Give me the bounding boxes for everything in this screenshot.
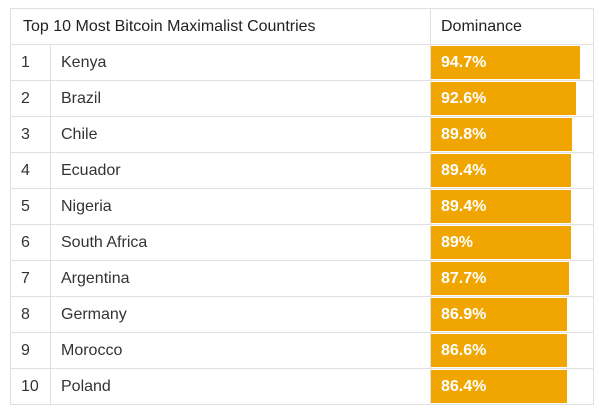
dominance-cell: 87.7% bbox=[430, 260, 594, 297]
rank-cell: 1 bbox=[10, 44, 51, 81]
table-row: 3 Chile 89.8% bbox=[10, 116, 594, 153]
dominance-cell: 86.6% bbox=[430, 332, 594, 369]
country-cell: South Africa bbox=[50, 224, 431, 261]
table-body: 1 Kenya 94.7% 2 Brazil 92.6% 3 Chile 89.8% 4 Ecuad… bbox=[10, 44, 594, 405]
country-cell: Kenya bbox=[50, 44, 431, 81]
country-cell: Ecuador bbox=[50, 152, 431, 189]
dominance-bar bbox=[431, 262, 569, 295]
country-cell: Chile bbox=[50, 116, 431, 153]
table-header-row: Top 10 Most Bitcoin Maximalist Countries… bbox=[10, 8, 594, 45]
country-cell: Argentina bbox=[50, 260, 431, 297]
dominance-value-label: 87.7% bbox=[441, 269, 487, 287]
table-row: 6 South Africa 89% bbox=[10, 224, 594, 261]
dominance-bar bbox=[431, 46, 580, 79]
dominance-value-label: 94.7% bbox=[441, 53, 487, 71]
rank-cell: 8 bbox=[10, 296, 51, 333]
rank-cell: 7 bbox=[10, 260, 51, 297]
table-row: 1 Kenya 94.7% bbox=[10, 44, 594, 81]
country-cell: Nigeria bbox=[50, 188, 431, 225]
country-cell: Germany bbox=[50, 296, 431, 333]
dominance-value-label: 86.9% bbox=[441, 305, 487, 323]
dominance-bar bbox=[431, 118, 572, 151]
rank-cell: 2 bbox=[10, 80, 51, 117]
dominance-cell: 89% bbox=[430, 224, 594, 261]
dominance-cell: 89.4% bbox=[430, 188, 594, 225]
rank-cell: 6 bbox=[10, 224, 51, 261]
dominance-value-label: 89% bbox=[441, 233, 474, 251]
table-row: 9 Morocco 86.6% bbox=[10, 332, 594, 369]
country-cell: Poland bbox=[50, 368, 431, 405]
dominance-table: Top 10 Most Bitcoin Maximalist Countries… bbox=[10, 8, 594, 405]
dominance-bar bbox=[431, 298, 567, 331]
rank-cell: 9 bbox=[10, 332, 51, 369]
dominance-cell: 89.4% bbox=[430, 152, 594, 189]
dominance-value-label: 92.6% bbox=[441, 89, 487, 107]
dominance-cell: 94.7% bbox=[430, 44, 594, 81]
rank-cell: 4 bbox=[10, 152, 51, 189]
country-cell: Brazil bbox=[50, 80, 431, 117]
dominance-cell: 92.6% bbox=[430, 80, 594, 117]
dominance-cell: 86.9% bbox=[430, 296, 594, 333]
rank-cell: 10 bbox=[10, 368, 51, 405]
dominance-value-label: 89.8% bbox=[441, 125, 487, 143]
table-row: 8 Germany 86.9% bbox=[10, 296, 594, 333]
dominance-bar bbox=[431, 370, 567, 403]
dominance-bar bbox=[431, 154, 571, 187]
table-row: 2 Brazil 92.6% bbox=[10, 80, 594, 117]
country-cell: Morocco bbox=[50, 332, 431, 369]
dominance-bar bbox=[431, 226, 571, 259]
dominance-table-container: Top 10 Most Bitcoin Maximalist Countries… bbox=[10, 8, 594, 405]
table-row: 5 Nigeria 89.4% bbox=[10, 188, 594, 225]
rank-cell: 3 bbox=[10, 116, 51, 153]
dominance-value-label: 89.4% bbox=[441, 197, 487, 215]
table-row: 7 Argentina 87.7% bbox=[10, 260, 594, 297]
rank-cell: 5 bbox=[10, 188, 51, 225]
dominance-bar bbox=[431, 334, 567, 367]
dominance-column-header: Dominance bbox=[430, 8, 594, 45]
dominance-value-label: 89.4% bbox=[441, 161, 487, 179]
dominance-bar bbox=[431, 190, 571, 223]
dominance-cell: 89.8% bbox=[430, 116, 594, 153]
dominance-value-label: 86.6% bbox=[441, 341, 487, 359]
table-row: 4 Ecuador 89.4% bbox=[10, 152, 594, 189]
dominance-value-label: 86.4% bbox=[441, 377, 487, 395]
dominance-bar bbox=[431, 82, 576, 115]
table-title: Top 10 Most Bitcoin Maximalist Countries bbox=[10, 8, 431, 45]
table-row: 10 Poland 86.4% bbox=[10, 368, 594, 405]
dominance-cell: 86.4% bbox=[430, 368, 594, 405]
